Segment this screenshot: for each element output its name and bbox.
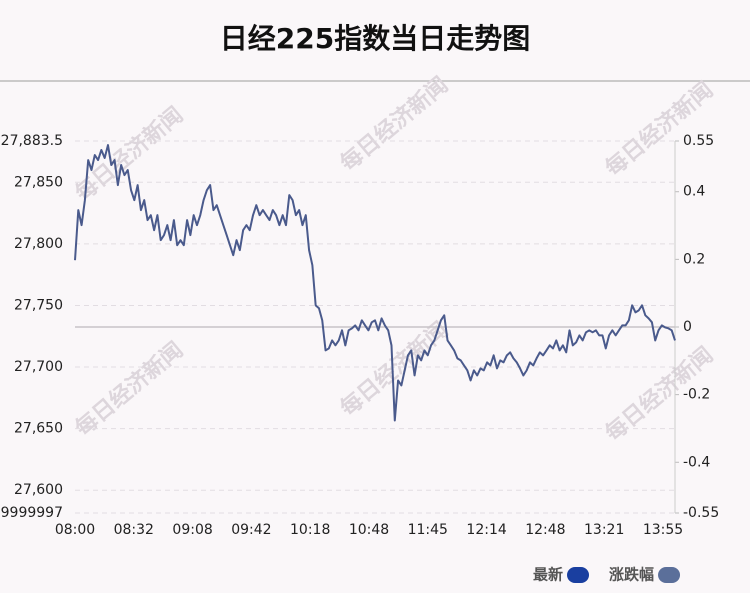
y-tick-label: 27,700 [14,359,63,375]
legend-label: 涨跌幅 [609,566,654,584]
y-tick-label: 27,750 [14,297,63,313]
watermark: 每日经济新闻 [70,102,188,207]
x-tick-label: 12:48 [525,522,565,538]
x-tick-label: 12:14 [466,522,506,538]
x-tick-label: 09:42 [231,522,271,538]
x-tick-label: 10:48 [349,522,389,538]
x-tick-label: 13:55 [643,522,683,538]
x-tick-label: 11:45 [408,522,448,538]
y-tick-label: 27,850 [14,174,63,190]
x-tick-label: 08:00 [55,522,95,538]
watermark: 每日经济新闻 [600,77,718,182]
y-tick-label: 27,650 [14,421,63,437]
watermark: 每日经济新闻 [335,72,453,177]
x-tick-label: 13:21 [584,522,624,538]
legend-swatch [567,567,590,583]
y2-tick-label: 0.55 [683,133,714,149]
price-line [74,144,676,422]
y2-tick-label: -0.4 [683,454,710,470]
chart-title: 日经225指数当日走势图 [220,22,530,55]
y-tick-label: 9999997 [1,505,63,521]
y2-tick-label: 0.2 [683,251,705,267]
x-tick-label: 10:18 [290,522,330,538]
y-tick-label: 27,600 [14,482,63,498]
y-tick-label: 27,883.5 [1,133,63,149]
legend-swatch [658,567,681,583]
y2-tick-label: -0.55 [683,505,719,521]
y2-tick-label: 0.4 [683,184,705,200]
y2-tick-label: 0 [683,319,692,335]
y2-tick-label: -0.2 [683,387,710,403]
legend-label: 最新 [533,566,563,584]
y-tick-label: 27,800 [14,236,63,252]
x-tick-label: 09:08 [172,522,212,538]
watermark: 每日经济新闻 [70,337,188,442]
x-tick-label: 08:32 [114,522,154,538]
